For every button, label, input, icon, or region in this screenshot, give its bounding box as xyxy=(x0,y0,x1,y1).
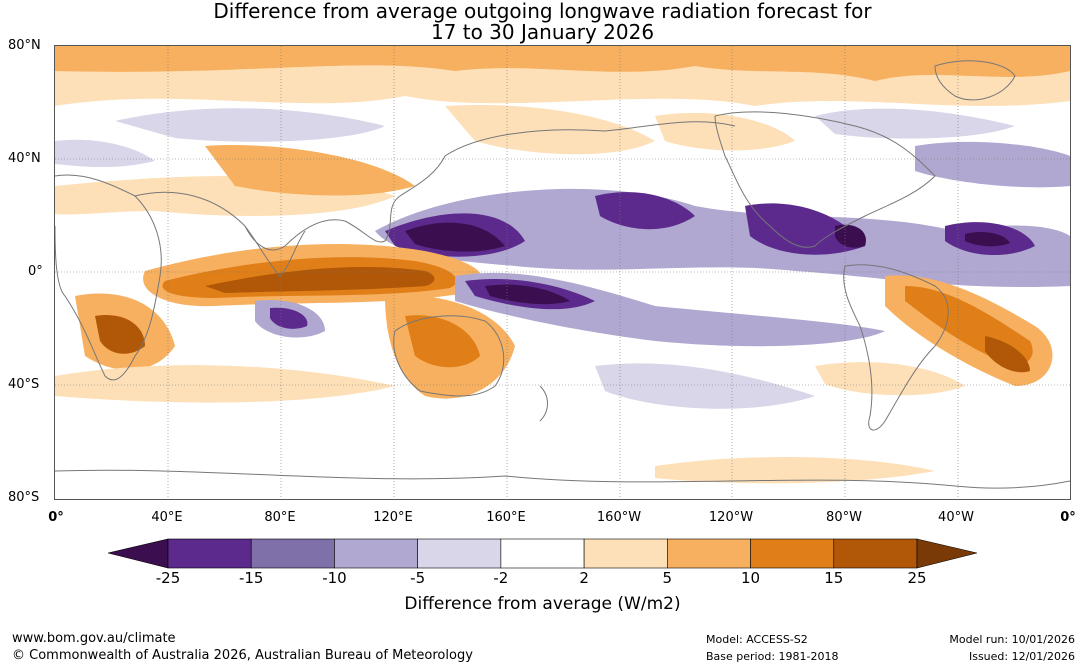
colorbar-cell xyxy=(500,538,585,569)
map-anomaly-region xyxy=(485,284,570,305)
colorbar-cell xyxy=(750,538,835,569)
lon-label-0: 0° xyxy=(48,510,64,525)
colorbar-tick-label: 15 xyxy=(824,569,844,587)
colorbar-tick-label: -5 xyxy=(410,569,426,587)
colorbar-cell xyxy=(667,538,751,569)
chart-title-line2: 17 to 30 January 2026 xyxy=(430,20,655,44)
olr-anomaly-map xyxy=(54,45,1071,500)
footer-copyright: © Commonwealth of Australia 2026, Austra… xyxy=(12,648,473,663)
coastline xyxy=(539,385,548,422)
colorbar-cell xyxy=(583,538,668,569)
map-anomaly-region xyxy=(205,266,435,293)
coastline xyxy=(393,315,505,397)
map-anomaly-region xyxy=(55,139,155,168)
colorbar-tick-label: 25 xyxy=(907,569,927,587)
coastline xyxy=(134,121,736,251)
map-anomaly-region xyxy=(405,315,480,368)
colorbar-cell xyxy=(334,538,418,569)
lat-label-40s: 40°S xyxy=(8,377,40,392)
footer-base-period: Base period: 1981-2018 xyxy=(706,650,839,663)
lat-label-equator: 0° xyxy=(28,264,43,279)
map-anomaly-region xyxy=(205,145,415,196)
map-anomaly-region xyxy=(595,363,815,409)
colorbar-tick-label: -15 xyxy=(238,569,264,587)
map-anomaly-region xyxy=(815,108,1015,139)
coastline xyxy=(55,469,1070,489)
coastline xyxy=(714,111,936,248)
map-anomaly-region xyxy=(815,362,965,396)
map-anomaly-region xyxy=(55,365,395,403)
coastline xyxy=(934,60,1016,101)
footer-model-run: Model run: 10/01/2026 xyxy=(949,633,1075,646)
lon-label-80w: 80°W xyxy=(826,510,862,525)
colorbar-tick-label: 2 xyxy=(579,569,589,587)
coastline xyxy=(843,264,949,431)
map-anomaly-region xyxy=(405,222,505,252)
lon-label-0-right: 0° xyxy=(1060,510,1076,525)
lon-label-120e: 120°E xyxy=(373,510,413,525)
lon-label-40e: 40°E xyxy=(151,510,183,525)
footer-issued: Issued: 12/01/2026 xyxy=(968,650,1075,663)
map-anomaly-region xyxy=(270,307,308,329)
lon-label-40w: 40°W xyxy=(938,510,974,525)
map-anomaly-region xyxy=(115,108,385,142)
map-anomaly-region xyxy=(655,112,795,151)
coastlines xyxy=(55,60,1070,489)
colorbar-arrow-left xyxy=(107,538,169,569)
footer-website: www.bom.gov.au/climate xyxy=(12,631,176,646)
map-anomaly-region xyxy=(595,192,695,230)
colorbar-tick-label: -10 xyxy=(322,569,347,587)
map-anomaly-region xyxy=(965,232,1010,247)
lat-label-80s: 80°S xyxy=(8,490,40,505)
lon-label-120w: 120°W xyxy=(708,510,754,525)
coastline xyxy=(55,174,162,381)
lat-label-80n: 80°N xyxy=(8,38,41,53)
lon-label-80e: 80°E xyxy=(264,510,296,525)
colorbar-cell xyxy=(167,538,252,569)
colorbar-arrow-right xyxy=(916,538,978,569)
map-anomaly-region xyxy=(95,315,145,354)
map-anomaly-region xyxy=(835,224,866,248)
map-gridlines xyxy=(55,46,1070,499)
footer-model: Model: ACCESS-S2 xyxy=(706,633,808,646)
colorbar-tick-label: -2 xyxy=(493,569,509,587)
map-anomaly-region xyxy=(915,141,1070,188)
map-anomaly-region xyxy=(655,456,935,484)
colorbar-cell xyxy=(250,538,335,569)
colorbar-tick-label: -25 xyxy=(155,569,181,587)
map-anomaly-region xyxy=(745,203,865,255)
map-anomaly-region xyxy=(375,188,1070,288)
lat-label-40n: 40°N xyxy=(8,151,41,166)
map-anomaly-region xyxy=(55,46,1070,81)
chart-title-line1: Difference from average outgoing longwav… xyxy=(213,0,872,23)
map-svg xyxy=(55,46,1070,499)
map-anomaly-region xyxy=(445,105,655,155)
colorbar-tick-label: 10 xyxy=(741,569,761,587)
colorbar-cell xyxy=(833,538,918,569)
colorbar-cell xyxy=(417,538,502,569)
colorbar-tick-label: 5 xyxy=(662,569,673,587)
colorbar-title: Difference from average (W/m2) xyxy=(404,594,681,614)
colorbar-cells xyxy=(167,538,918,569)
colorbar xyxy=(107,538,978,569)
lon-label-160e: 160°E xyxy=(486,510,526,525)
lon-label-160w: 160°W xyxy=(596,510,642,525)
coastline xyxy=(244,225,306,277)
map-anomaly-region xyxy=(985,336,1030,373)
